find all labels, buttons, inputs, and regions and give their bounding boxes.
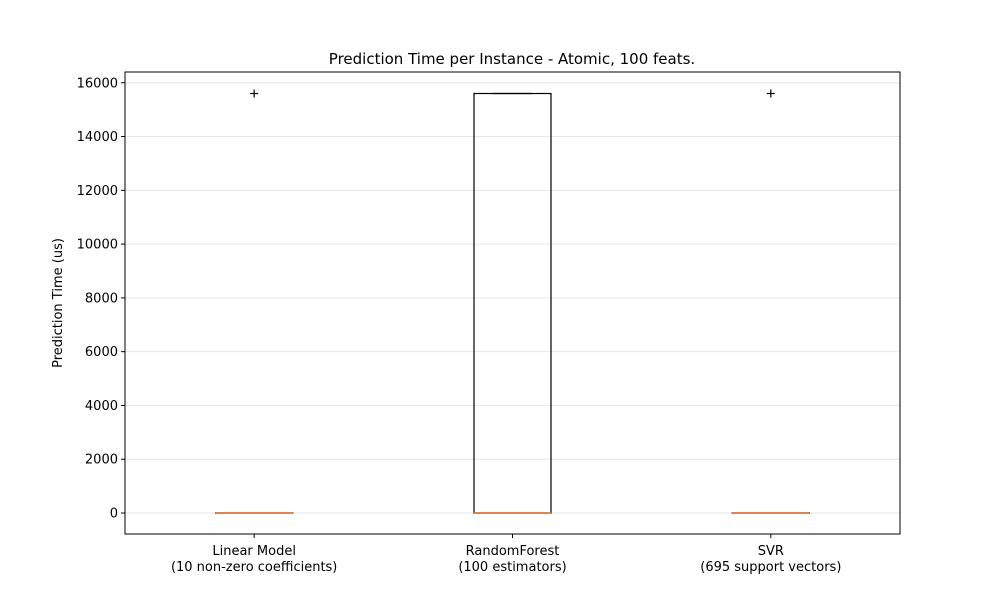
box-3 bbox=[731, 89, 810, 515]
y-tick-label: 2000 bbox=[85, 453, 118, 468]
y-tick-label: 0 bbox=[110, 507, 118, 522]
y-tick-label: 6000 bbox=[85, 345, 118, 360]
box-plots bbox=[215, 89, 810, 515]
box-2 bbox=[473, 92, 552, 515]
plot-area-frame bbox=[124, 71, 901, 535]
y-tick-label: 10000 bbox=[77, 238, 118, 253]
y-tick-label: 8000 bbox=[85, 291, 118, 306]
y-tick-label: 16000 bbox=[77, 76, 118, 91]
y-tick-label: 4000 bbox=[85, 399, 118, 414]
y-axis: 0 2000 4000 6000 8000 10000 12000 14000 16000 bbox=[77, 76, 125, 522]
box-body bbox=[473, 92, 552, 514]
box-1 bbox=[215, 89, 294, 515]
x-tick-label-line1: RandomForest bbox=[466, 544, 560, 559]
y-tick-label: 14000 bbox=[77, 130, 118, 145]
grid-lines bbox=[125, 82, 900, 514]
y-tick-label: 12000 bbox=[77, 184, 118, 199]
y-axis-label: Prediction Time (us) bbox=[51, 238, 66, 368]
chart-title: Prediction Time per Instance - Atomic, 1… bbox=[329, 50, 695, 68]
x-axis: Linear Model(10 non-zero coefficients) Ra… bbox=[171, 534, 841, 575]
x-tick-label-line1: SVR bbox=[758, 544, 784, 559]
x-tick-label-line1: Linear Model bbox=[212, 544, 296, 559]
x-tick-label-line2: (10 non-zero coefficients) bbox=[171, 560, 337, 575]
x-tick-label-line2: (695 support vectors) bbox=[700, 560, 841, 575]
x-tick-label-line2: (100 estimators) bbox=[458, 560, 566, 575]
